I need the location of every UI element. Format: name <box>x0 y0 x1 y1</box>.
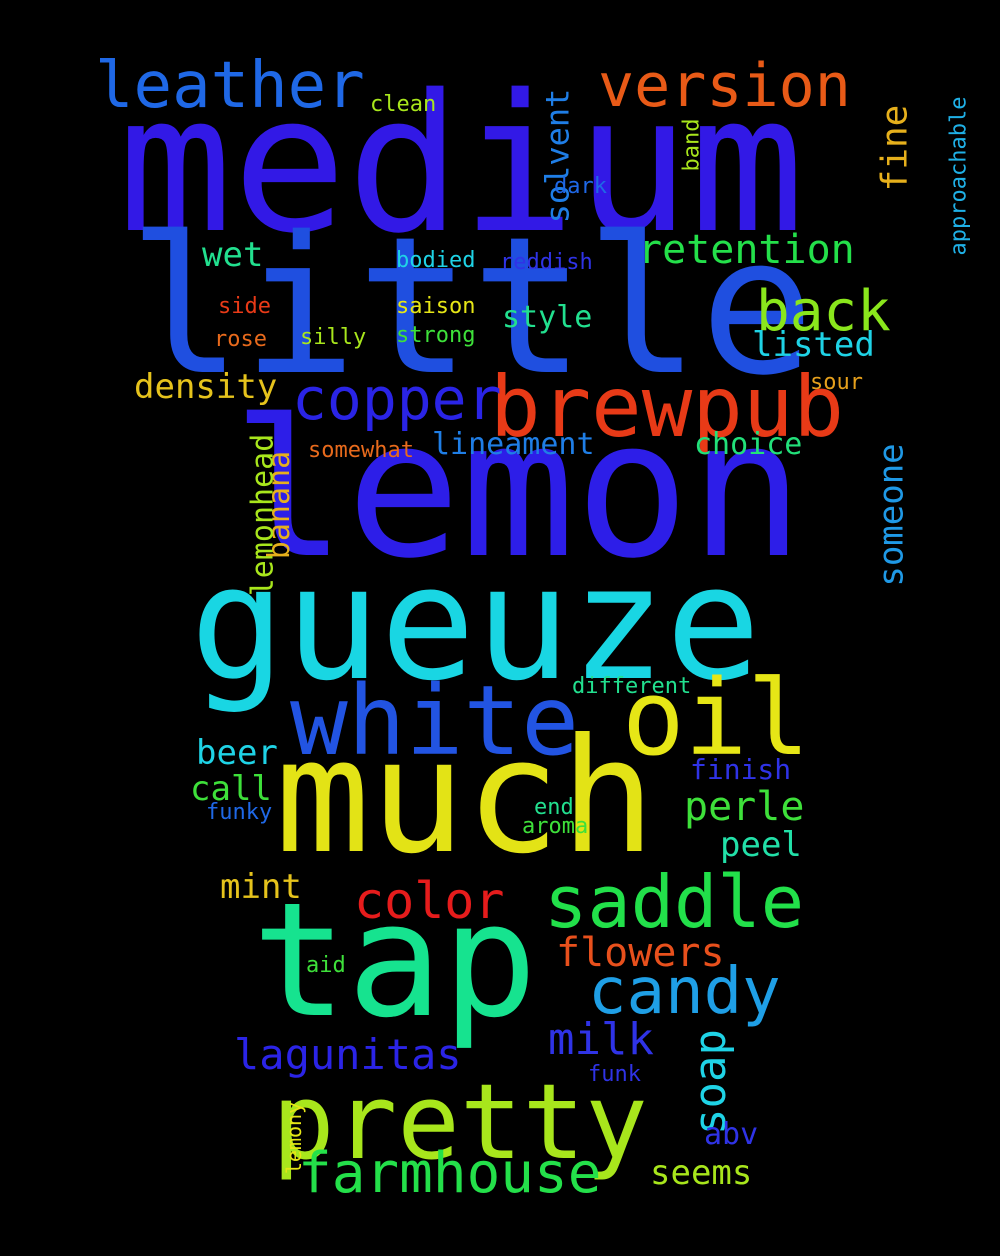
cloud-word: lemony <box>282 1101 307 1175</box>
cloud-word: aid <box>306 953 346 978</box>
cloud-word: reddish <box>500 250 593 275</box>
cloud-word: listed <box>752 325 875 365</box>
cloud-word: strong <box>396 323 476 348</box>
cloud-word: funky <box>206 800 273 825</box>
cloud-word: flowers <box>556 930 725 976</box>
cloud-word: mint <box>220 867 302 907</box>
cloud-word: lineament <box>432 427 595 462</box>
cloud-word: medium <box>118 54 805 275</box>
cloud-word: side <box>218 294 271 319</box>
cloud-word: candy <box>588 955 781 1029</box>
cloud-word: funk <box>588 1062 641 1087</box>
cloud-word: silly <box>300 325 367 350</box>
cloud-word: leather <box>95 49 365 123</box>
cloud-word: color <box>354 872 505 930</box>
cloud-word: lagunitas <box>234 1030 462 1079</box>
cloud-word: saddle <box>544 860 805 944</box>
cloud-word: little <box>128 196 815 417</box>
cloud-word: sour <box>810 370 863 395</box>
cloud-word: abv <box>704 1117 759 1152</box>
cloud-word: finish <box>690 753 792 786</box>
cloud-word: saison <box>396 294 476 319</box>
cloud-word: end <box>534 795 574 820</box>
cloud-word: lemonhead <box>245 433 281 597</box>
cloud-word: back <box>756 279 891 344</box>
cloud-word: call <box>190 769 272 809</box>
cloud-word: version <box>598 51 851 121</box>
cloud-word: gueuze <box>190 532 761 716</box>
cloud-word: tap <box>252 869 538 1053</box>
cloud-word: band <box>679 118 705 172</box>
cloud-word: white <box>290 665 579 777</box>
cloud-word: someone <box>871 443 912 587</box>
cloud-word: milk <box>548 1014 654 1065</box>
cloud-word: beer <box>196 733 278 773</box>
cloud-word: oil <box>622 657 810 779</box>
cloud-word: style <box>502 300 593 335</box>
cloud-word: peel <box>720 825 802 865</box>
cloud-word: seems <box>650 1153 753 1193</box>
cloud-word: density <box>134 367 278 407</box>
cloud-word: approachable <box>946 96 972 256</box>
cloud-word: choice <box>694 427 803 462</box>
cloud-word: brewpub <box>490 358 845 456</box>
cloud-word: perle <box>684 784 805 830</box>
cloud-word: different <box>572 674 692 699</box>
cloud-word: much <box>275 705 656 889</box>
cloud-word: bodied <box>396 248 476 273</box>
cloud-word: dark <box>554 174 607 199</box>
cloud-word: copper <box>292 365 502 433</box>
cloud-word: pretty <box>272 1061 648 1183</box>
cloud-word: fine <box>874 104 916 192</box>
cloud-word: solvent <box>538 88 577 224</box>
cloud-word: lemon <box>232 379 804 600</box>
cloud-word: somewhat <box>308 438 414 463</box>
cloud-word: wet <box>202 235 264 275</box>
cloud-word: retention <box>638 227 855 273</box>
cloud-word: clean <box>370 92 437 117</box>
cloud-word: farmhouse <box>298 1141 602 1206</box>
cloud-word: rose <box>214 327 267 352</box>
cloud-word: aroma <box>522 814 589 839</box>
